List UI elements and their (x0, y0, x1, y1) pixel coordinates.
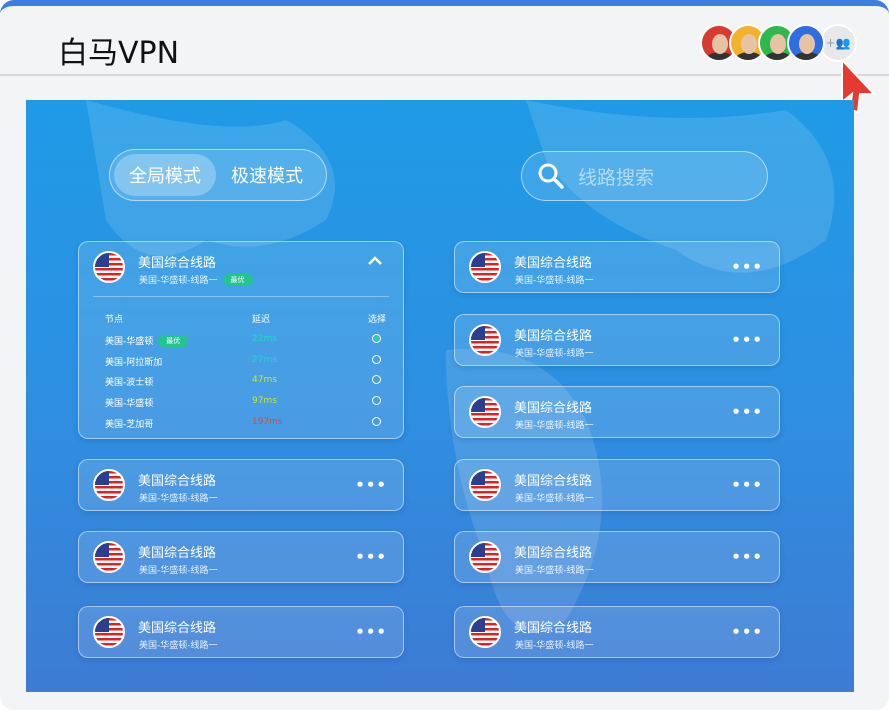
header-select: 选择 (368, 315, 387, 325)
line-card[interactable]: 美国综合线路美国-华盛顿-线路一 ••• (78, 606, 404, 658)
node-name: 美国-华盛顿 最优 (105, 334, 189, 347)
collaborator-avatars: +👥 (700, 24, 857, 62)
more-icon[interactable]: ••• (731, 403, 763, 421)
global-mode-tab[interactable]: 全局模式 (114, 154, 216, 196)
node-latency: 197ms (252, 416, 283, 427)
node-select-radio[interactable] (372, 375, 381, 385)
line-name: 美国综合线路 (514, 621, 593, 636)
line-name: 美国综合线路 (514, 256, 593, 271)
vpn-panel: 全局模式 极速模式 线路搜索 美国综合线路 美国-华盛顿-线路一 最优 节点 延迟… (26, 100, 854, 692)
line-name: 美国综合线路 (138, 256, 217, 271)
node-row[interactable]: 美国-阿拉斯加 27ms (79, 354, 403, 375)
header-node: 节点 (105, 315, 124, 325)
us-flag-icon (93, 616, 125, 648)
more-icon[interactable]: ••• (355, 548, 387, 566)
us-flag-icon (93, 541, 125, 573)
us-flag-icon (469, 469, 501, 501)
line-subtitle: 美国-华盛顿-线路一 (515, 494, 594, 504)
node-select-radio[interactable] (372, 354, 381, 364)
line-card[interactable]: 美国综合线路美国-华盛顿-线路一 ••• (78, 531, 404, 583)
line-card[interactable]: 美国综合线路美国-华盛顿-线路一 ••• (454, 459, 780, 511)
line-subtitle: 美国-华盛顿-线路一 (515, 421, 594, 431)
fast-mode-tab[interactable]: 极速模式 (231, 166, 303, 187)
world-map-background (86, 100, 835, 632)
card-divider (93, 296, 389, 297)
line-card[interactable]: 美国综合线路美国-华盛顿-线路一 ••• (454, 531, 780, 583)
more-icon[interactable]: ••• (731, 548, 763, 566)
node-latency: 97ms (252, 396, 277, 407)
line-card[interactable]: 美国综合线路美国-华盛顿-线路一 ••• (454, 241, 780, 293)
line-subtitle: 美国-华盛顿-线路一 (139, 494, 218, 504)
line-name: 美国综合线路 (514, 401, 593, 416)
avatar[interactable] (787, 24, 825, 62)
chevron-up-icon[interactable] (367, 256, 383, 266)
node-select-radio[interactable] (372, 396, 381, 406)
node-name: 美国-阿拉斯加 (105, 357, 163, 368)
search-icon (538, 163, 564, 189)
line-card[interactable]: 美国综合线路美国-华盛顿-线路一 ••• (454, 386, 780, 438)
best-badge: 最优 (158, 335, 189, 347)
line-subtitle: 美国-华盛顿-线路一 (515, 276, 594, 286)
line-card[interactable]: 美国综合线路美国-华盛顿-线路一 ••• (78, 459, 404, 511)
line-name: 美国综合线路 (138, 474, 217, 489)
more-icon[interactable]: ••• (731, 623, 763, 641)
us-flag-icon (469, 616, 501, 648)
app-title: 白马VPN (58, 36, 180, 71)
line-card[interactable]: 美国综合线路美国-华盛顿-线路一 ••• (454, 314, 780, 366)
line-name: 美国综合线路 (514, 546, 593, 561)
us-flag-icon (469, 324, 501, 356)
line-card[interactable]: 美国综合线路美国-华盛顿-线路一 ••• (454, 606, 780, 658)
line-subtitle: 美国-华盛顿-线路一 (139, 641, 218, 651)
expanded-line-card[interactable]: 美国综合线路 美国-华盛顿-线路一 最优 节点 延迟 选择 美国-华盛顿 最优 22m… (78, 241, 404, 439)
node-select-radio[interactable] (372, 416, 381, 426)
node-row[interactable]: 美国-波士顿 47ms (79, 375, 403, 395)
line-subtitle: 美国-华盛顿-线路一 (515, 349, 594, 359)
header-latency: 延迟 (252, 315, 271, 325)
avatar[interactable] (758, 24, 796, 62)
us-flag-icon (469, 251, 501, 283)
line-subtitle: 美国-华盛顿-线路一 (515, 641, 594, 651)
more-icon[interactable]: ••• (731, 476, 763, 494)
more-icon[interactable]: ••• (731, 258, 763, 276)
line-subtitle: 美国-华盛顿-线路一 (515, 566, 594, 576)
node-row[interactable]: 美国-芝加哥 197ms (79, 416, 403, 437)
line-name: 美国综合线路 (138, 546, 217, 561)
node-name: 美国-芝加哥 (105, 419, 154, 430)
search-placeholder: 线路搜索 (578, 166, 655, 189)
us-flag-icon (469, 541, 501, 573)
line-search-input[interactable]: 线路搜索 (521, 151, 768, 201)
node-name: 美国-华盛顿 (105, 399, 154, 410)
node-row[interactable]: 美国-华盛顿 97ms (79, 396, 403, 416)
node-name: 美国-波士顿 (105, 378, 154, 389)
line-subtitle: 美国-华盛顿-线路一 最优 (139, 273, 253, 286)
node-latency: 22ms (252, 334, 277, 344)
line-name: 美国综合线路 (138, 621, 217, 636)
us-flag-icon (93, 251, 125, 283)
line-name: 美国综合线路 (514, 329, 593, 344)
line-subtitle: 美国-华盛顿-线路一 (139, 566, 218, 576)
more-icon[interactable]: ••• (355, 476, 387, 494)
more-icon[interactable]: ••• (731, 331, 763, 349)
line-name: 美国综合线路 (514, 474, 593, 489)
header-divider (0, 74, 889, 76)
mode-toggle: 全局模式 极速模式 (109, 149, 327, 201)
node-latency: 47ms (252, 375, 277, 386)
node-latency: 27ms (252, 354, 277, 365)
best-badge: 最优 (222, 274, 253, 286)
us-flag-icon (93, 469, 125, 501)
more-icon[interactable]: ••• (355, 623, 387, 641)
us-flag-icon (469, 396, 501, 428)
node-select-radio[interactable] (372, 334, 381, 343)
node-row[interactable]: 美国-华盛顿 最优 22ms (79, 334, 403, 354)
